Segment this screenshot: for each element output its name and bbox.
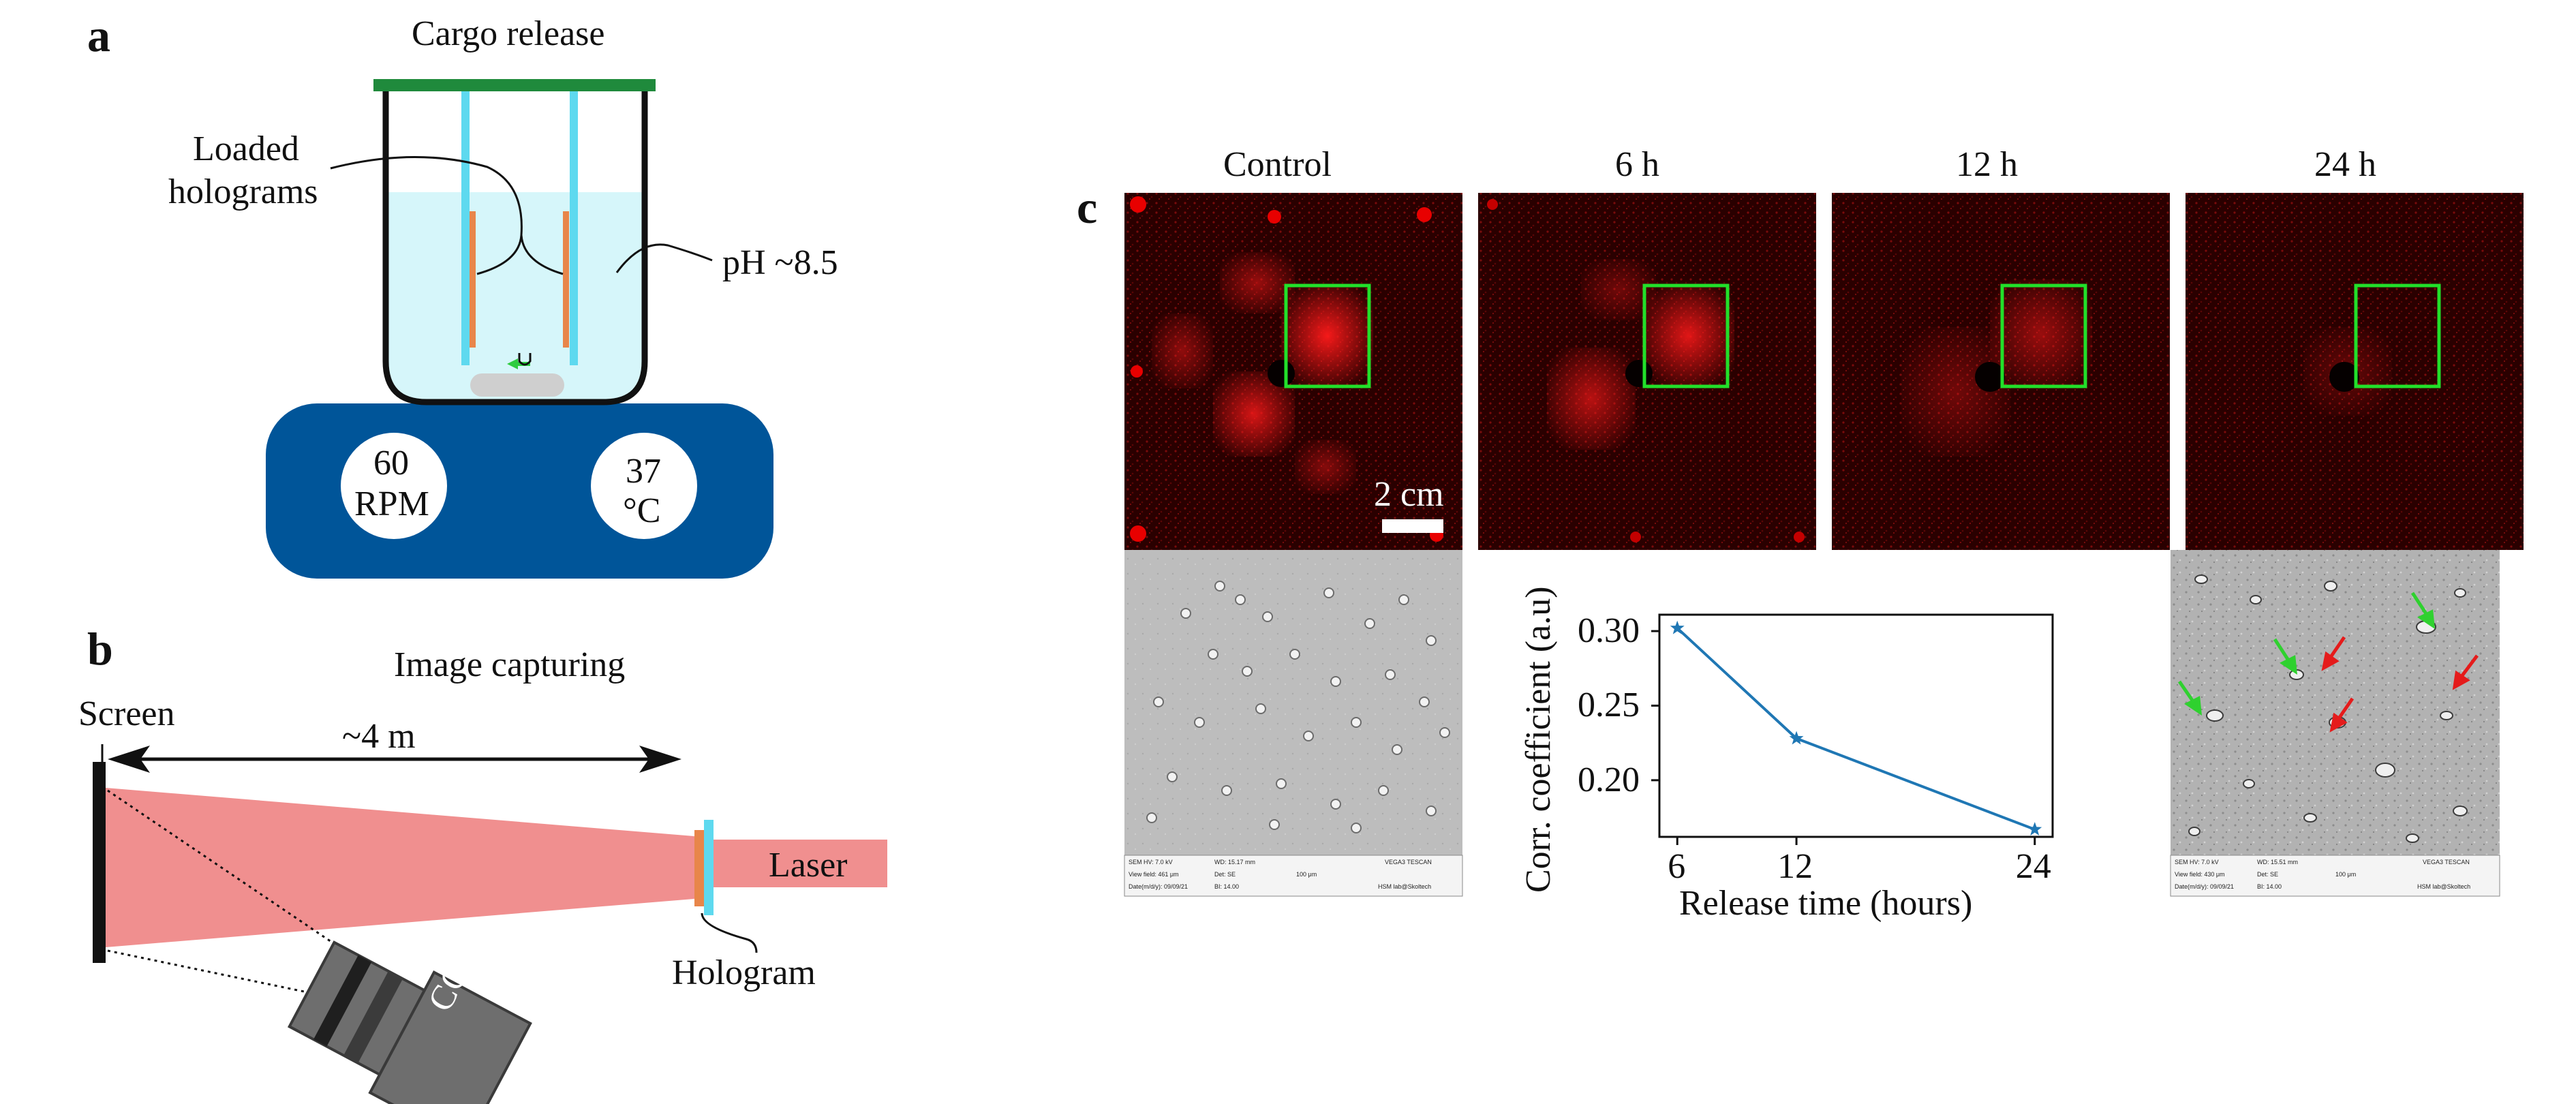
- hologram-image-24h: [2186, 193, 2524, 550]
- hologram-image-control: [1124, 193, 1462, 550]
- sem-lab: HSM lab@Skoltech: [1378, 883, 1432, 890]
- stir-rotation-symbol: [518, 353, 532, 366]
- sem-brand: VEGA3 TESCAN: [2423, 859, 2470, 865]
- chart-xlabel: Release time (hours): [1679, 884, 1973, 923]
- sem-det: Det: SE: [2257, 871, 2279, 878]
- y-tick-label: 0.30: [1578, 611, 1640, 651]
- rotation-arrow-icon: [507, 358, 518, 369]
- sem-hv: SEM HV: 7.0 kV: [1129, 859, 1173, 865]
- sem-scale: 100 μm: [1296, 871, 1317, 878]
- defect-arrow-green-icon: [2177, 592, 2436, 716]
- chart-ylabel: Corr. coefficient (a.u): [1519, 586, 1558, 893]
- sem-det: Det: SE: [1214, 871, 1236, 878]
- data-point-star: [2027, 822, 2042, 835]
- speed-unit: RPM: [354, 485, 429, 523]
- sem-info-bar-left: SEM HV: 7.0 kV View field: 461 μm Date(m…: [1126, 857, 1461, 895]
- distance-label: ~4 m: [342, 717, 416, 756]
- roi-box: [2354, 283, 2441, 388]
- temperature-dial: [591, 433, 697, 539]
- sem-hv: SEM HV: 7.0 kV: [2175, 859, 2219, 865]
- temperature-unit: °C: [623, 491, 661, 530]
- hologram-label: Hologram: [672, 953, 816, 992]
- sem-view-field: View field: 461 μm: [1129, 871, 1179, 878]
- x-tick-label: 12: [1777, 847, 1813, 886]
- laser-beam-cone: [106, 788, 702, 947]
- temperature-value: 37: [626, 452, 661, 491]
- screen-label: Screen: [78, 694, 175, 733]
- speed-value: 60: [373, 444, 409, 482]
- hologram-in-beam: [694, 830, 704, 906]
- column-title-24h: 24 h: [2314, 145, 2376, 184]
- speed-dial: [341, 433, 447, 539]
- sem-date: Date(m/d/y): 09/09/21: [1129, 883, 1189, 890]
- data-point-star: [1789, 731, 1804, 745]
- panel-letter-a: a: [87, 10, 110, 61]
- hologram-leader: [701, 913, 758, 953]
- sem-date: Date(m/d/y): 09/09/21: [2175, 883, 2235, 890]
- sem-scale: 100 μm: [2335, 871, 2357, 878]
- hologram-strip-left: [470, 211, 476, 348]
- scale-bar-label: 2 cm: [1374, 475, 1444, 514]
- sem-bi: BI: 14.00: [1214, 883, 1240, 890]
- sem-brand: VEGA3 TESCAN: [1385, 859, 1432, 865]
- panel-letter-b: b: [87, 623, 113, 675]
- sem-info-bar-right: SEM HV: 7.0 kV View field: 430 μm Date(m…: [2172, 857, 2498, 895]
- stir-bar: [470, 373, 564, 397]
- column-title-12h: 12 h: [1956, 145, 2018, 184]
- hologram-holder-right: [570, 91, 578, 365]
- hologram-strip-right: [563, 211, 569, 348]
- column-title-6h: 6 h: [1615, 145, 1659, 184]
- y-tick-label: 0.20: [1578, 760, 1640, 799]
- laser-beam: [702, 840, 887, 887]
- series-line: [1676, 627, 2036, 831]
- ph-label: pH ~8.5: [722, 243, 838, 282]
- roi-box: [1284, 283, 1371, 388]
- projection-screen: [93, 762, 106, 963]
- roi-box: [2000, 283, 2087, 388]
- defect-arrow-red-icon: [2321, 636, 2479, 733]
- distance-arrow-left-icon: [108, 746, 150, 773]
- loaded-label-line2: holograms: [168, 172, 318, 211]
- loaded-label-line1: Loaded: [193, 129, 299, 168]
- sem-view-field: View field: 430 μm: [2175, 871, 2225, 878]
- sem-lab: HSM lab@Skoltech: [2417, 883, 2471, 890]
- ph-leader: [615, 243, 713, 273]
- beaker-lid: [373, 79, 656, 91]
- beaker-liquid: [386, 192, 645, 402]
- scale-bar: [1382, 519, 1443, 533]
- x-tick-label: 6: [1668, 847, 1686, 886]
- hologram-image-12h: [1832, 193, 2170, 550]
- sem-image-control: [1124, 550, 1463, 897]
- column-title-control: Control: [1223, 145, 1332, 184]
- chart-frame: [1658, 613, 2054, 838]
- roi-box: [1642, 283, 1730, 388]
- sem-wd: WD: 15.51 mm: [2257, 859, 2299, 865]
- laser-label: Laser: [769, 846, 848, 885]
- camera-view-line: [107, 789, 382, 977]
- sem-bi: BI: 14.00: [2257, 883, 2282, 890]
- panel-b-title: Image capturing: [394, 645, 626, 684]
- distance-arrow-right-icon: [639, 746, 681, 773]
- sem-wd: WD: 15.17 mm: [1214, 859, 1256, 865]
- loaded-holograms-leader: [330, 156, 564, 275]
- ccd-camera: [287, 940, 532, 1104]
- hologram-holder: [704, 820, 714, 915]
- release-chart: [1651, 613, 2054, 845]
- data-point-star: [1670, 620, 1685, 634]
- beaker: [382, 89, 648, 405]
- panel-letter-c: c: [1077, 181, 1098, 233]
- hologram-image-6h: [1478, 193, 1816, 550]
- hologram-holder-left: [461, 91, 470, 365]
- y-tick-label: 0.25: [1578, 686, 1640, 725]
- camera-view-line: [107, 949, 321, 996]
- panel-a-title: Cargo release: [412, 14, 605, 53]
- x-tick-label: 24: [2015, 847, 2051, 886]
- sem-image-24h: [2170, 550, 2500, 897]
